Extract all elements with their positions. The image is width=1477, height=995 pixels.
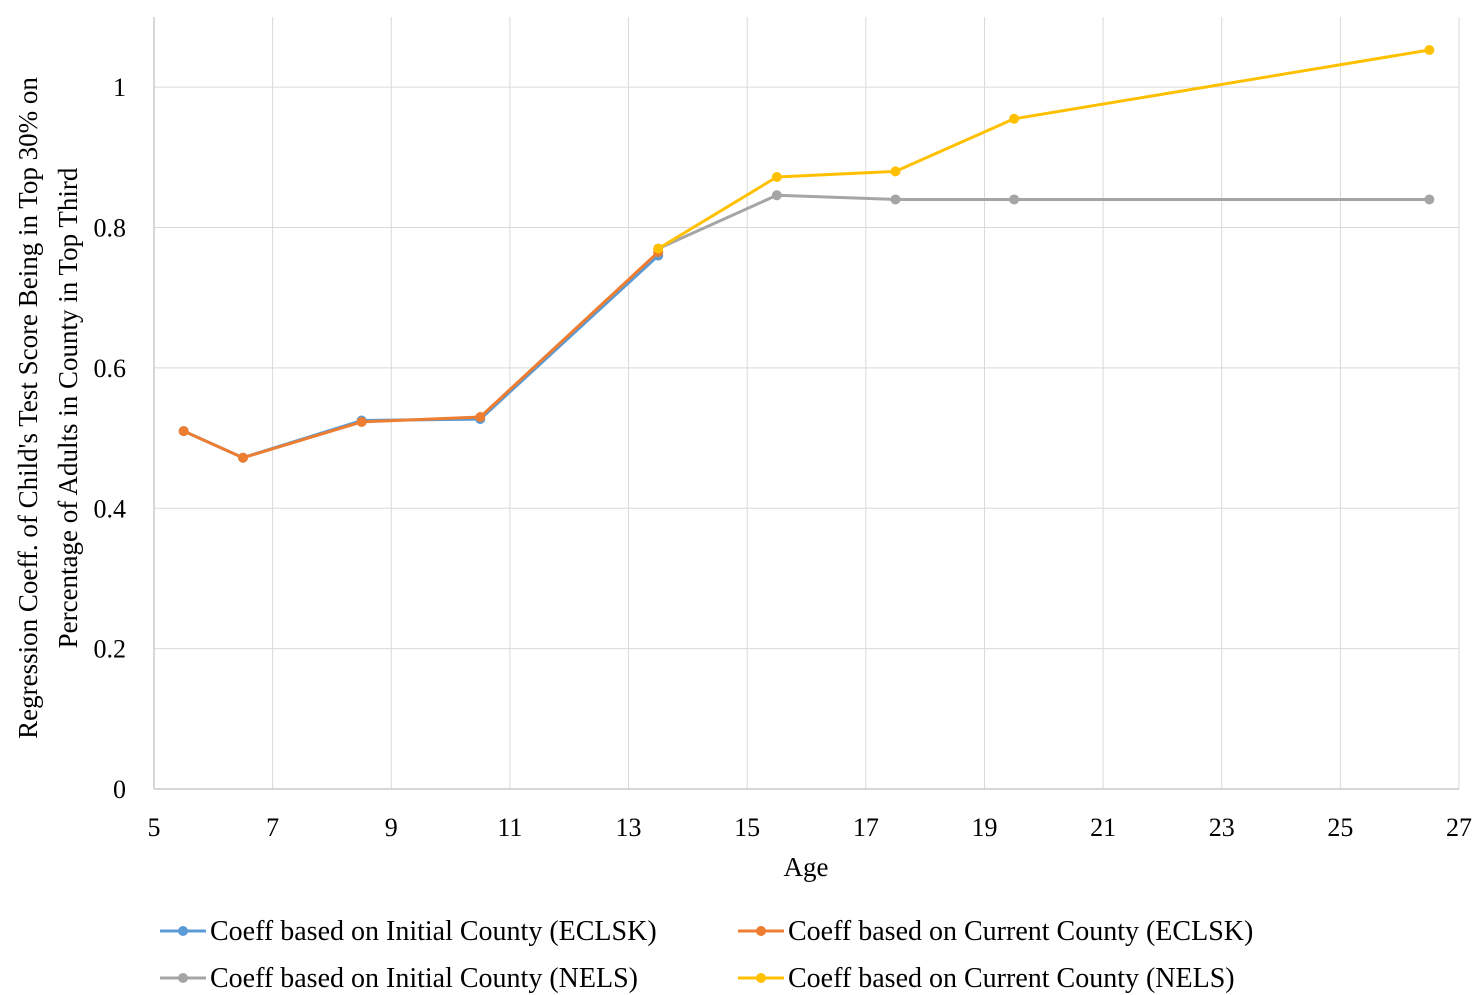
series-line: [183, 250, 660, 460]
y-tick-labels: 0 0.2 0.4 0.6 0.8 1: [94, 73, 127, 804]
data-point: [890, 166, 901, 177]
y-axis-title: Regression Coeff. of Child's Test Score …: [13, 77, 83, 739]
y-tick-label: 0.8: [94, 214, 127, 243]
legend-swatch-marker: [178, 926, 188, 936]
y-tick-label: 0.6: [94, 354, 127, 383]
data-point: [237, 452, 248, 463]
series-4: [653, 44, 1435, 254]
data-point: [890, 194, 901, 205]
y-axis-title-line-1: Regression Coeff. of Child's Test Score …: [13, 77, 43, 739]
data-point: [1009, 113, 1020, 124]
legend-item-3: Coeff based on Initial County (NELS): [160, 963, 638, 994]
y-axis-title-line-2: Percentage of Adults in County in Top Th…: [53, 167, 83, 648]
x-tick-label: 27: [1446, 813, 1472, 842]
data-point: [356, 416, 367, 427]
data-point: [771, 190, 782, 201]
x-tick-label: 21: [1090, 813, 1116, 842]
data-point: [1424, 194, 1435, 205]
series-3: [653, 190, 1435, 254]
legend-label: Coeff based on Initial County (ECLSK): [210, 916, 657, 947]
x-tick-labels: 5 7 9 11 13 15 17 19 21 23 25 27: [148, 813, 1473, 842]
y-tick-label: 1: [113, 73, 126, 102]
axes: [153, 17, 1459, 790]
series-2: [178, 247, 664, 463]
x-tick-label: 9: [385, 813, 398, 842]
x-tick-label: 19: [971, 813, 997, 842]
series-line: [657, 193, 1430, 250]
data-point: [1424, 44, 1435, 55]
x-tick-label: 5: [148, 813, 161, 842]
legend-swatch-marker: [756, 926, 766, 936]
data-point: [178, 426, 189, 437]
legend-label: Coeff based on Initial County (NELS): [210, 963, 638, 994]
y-tick-label: 0.4: [94, 494, 127, 523]
data-point: [475, 412, 486, 423]
legend-label: Coeff based on Current County (ECLSK): [788, 916, 1253, 947]
x-tick-label: 17: [853, 813, 879, 842]
x-tick-label: 23: [1209, 813, 1235, 842]
legend-item-4: Coeff based on Current County (NELS): [738, 963, 1235, 994]
legend-item-1: Coeff based on Initial County (ECLSK): [160, 916, 657, 947]
legend-label: Coeff based on Current County (NELS): [788, 963, 1235, 994]
legend-swatch-marker: [756, 973, 766, 983]
legend: Coeff based on Initial County (ECLSK) Coe…: [160, 916, 1253, 994]
series-line: [183, 254, 660, 460]
x-tick-label: 7: [266, 813, 279, 842]
series-lines: [178, 44, 1435, 463]
grid-lines: [154, 17, 1460, 789]
x-tick-label: 11: [497, 813, 522, 842]
x-axis-title: Age: [784, 852, 829, 882]
x-tick-label: 13: [616, 813, 642, 842]
y-tick-label: 0: [113, 775, 126, 804]
x-tick-label: 25: [1327, 813, 1353, 842]
legend-item-2: Coeff based on Current County (ECLSK): [738, 916, 1253, 947]
data-point: [653, 243, 664, 254]
series-1: [178, 250, 664, 463]
y-tick-label: 0.2: [94, 635, 127, 664]
legend-swatch-marker: [178, 973, 188, 983]
series-line: [657, 48, 1430, 250]
data-point: [1009, 194, 1020, 205]
x-tick-label: 15: [734, 813, 760, 842]
data-point: [771, 172, 782, 183]
